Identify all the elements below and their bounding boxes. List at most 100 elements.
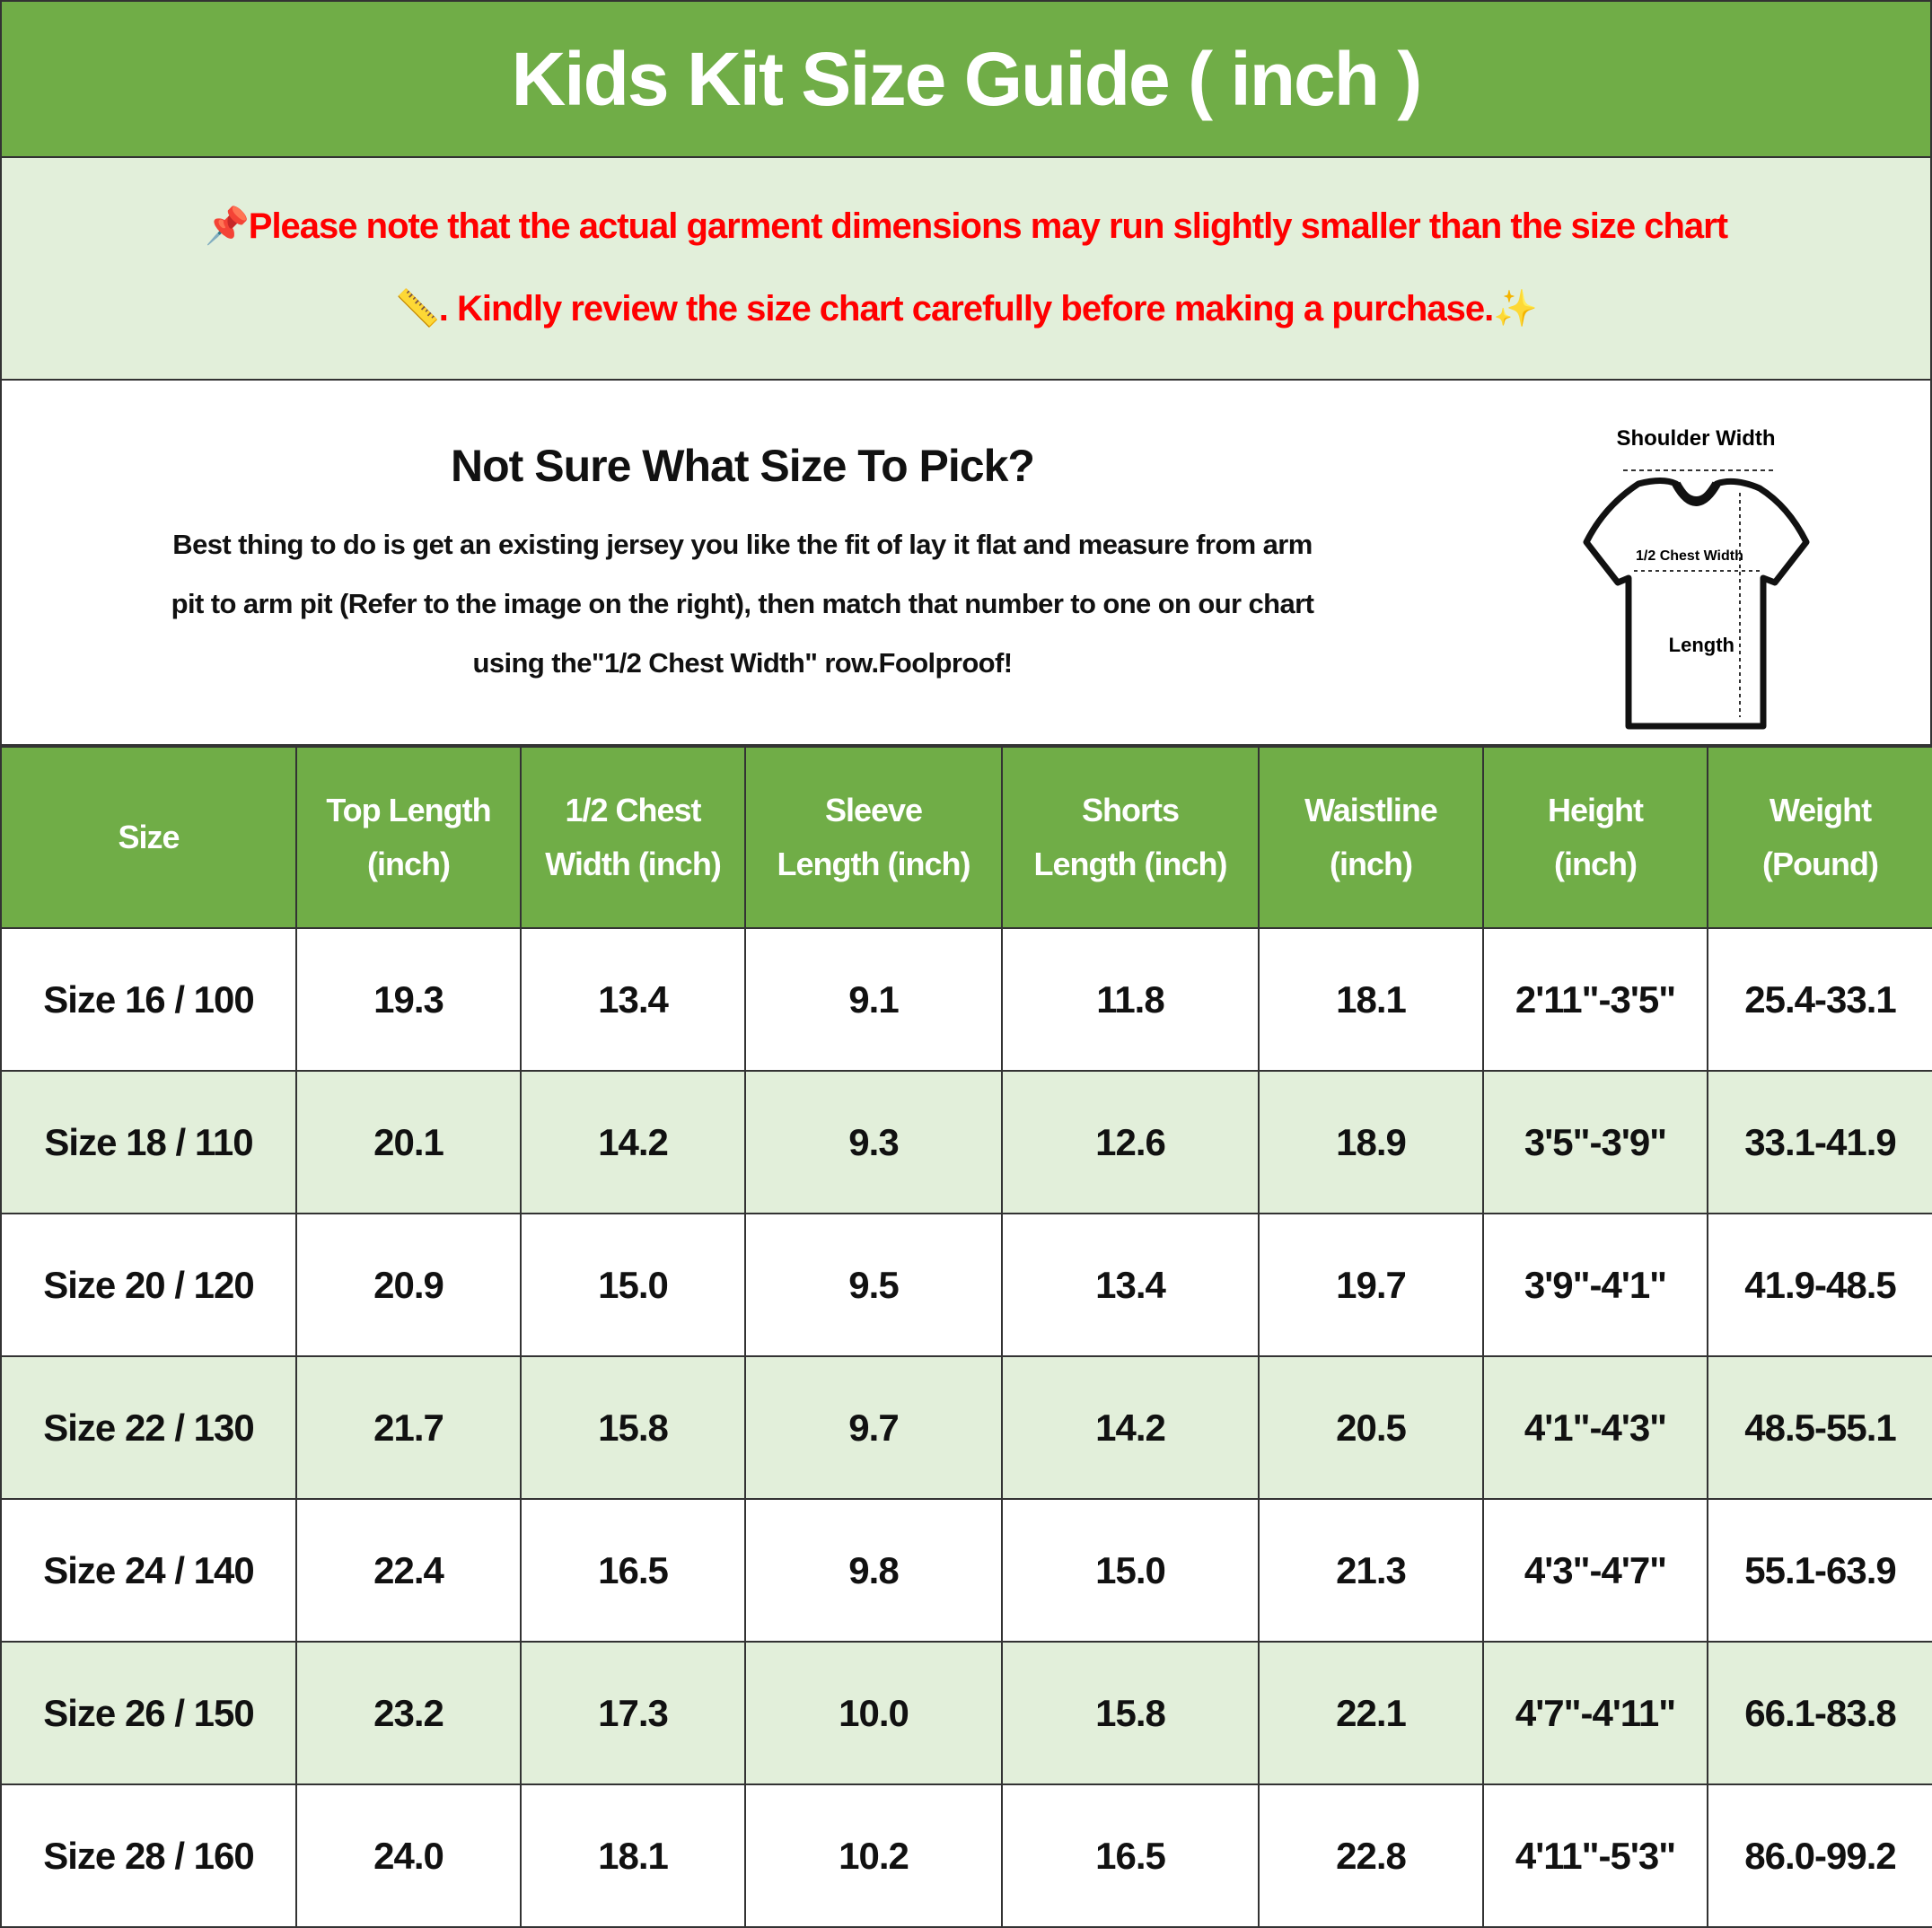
table-row: Size 20 / 120 20.9 15.0 9.5 13.4 19.7 3'9"-4'1… (0, 1213, 1932, 1357)
header-row: Size Top Length (inch) 1/2 Chest Width (inch… (0, 746, 1932, 929)
column-header: Sleeve Length (inch) (744, 746, 1003, 929)
table-cell: 21.3 (1258, 1498, 1484, 1643)
table-cell: Size 28 / 160 (0, 1783, 297, 1928)
table-row: Size 16 / 100 19.3 13.4 9.1 11.8 18.1 2'11"-3'… (0, 927, 1932, 1072)
column-header: 1/2 Chest Width (inch) (520, 746, 746, 929)
table-cell: 41.9-48.5 (1707, 1213, 1932, 1357)
tshirt-measurement-diagram: Shoulder Width 1/2 Chest Width Length (1583, 426, 1810, 730)
shoulder-width-label: Shoulder Width (1616, 426, 1775, 451)
table-row: Size 22 / 130 21.7 15.8 9.7 14.2 20.5 4'1"-4'3… (0, 1355, 1932, 1500)
table-cell: 20.9 (295, 1213, 522, 1357)
column-header-line: Shorts (1081, 792, 1180, 828)
table-cell: 23.2 (295, 1641, 522, 1785)
column-header: Top Length (inch) (295, 746, 522, 929)
table-row: Size 24 / 140 22.4 16.5 9.8 15.0 21.3 4'3"-4'7… (0, 1498, 1932, 1643)
table-cell: Size 26 / 150 (0, 1641, 297, 1785)
table-cell: 20.5 (1258, 1355, 1484, 1500)
table-cell: 24.0 (295, 1783, 522, 1928)
table-cell: 9.3 (744, 1070, 1003, 1214)
table-cell: Size 22 / 130 (0, 1355, 297, 1500)
table-cell: 20.1 (295, 1070, 522, 1214)
length-label: Length (1669, 634, 1734, 656)
column-header-line: (inch) (1554, 846, 1638, 882)
table-cell: 22.1 (1258, 1641, 1484, 1785)
size-note: 📌Please note that the actual garment dim… (0, 158, 1932, 381)
table-cell: 14.2 (520, 1070, 746, 1214)
chest-width-label: 1/2 Chest Width (1636, 548, 1743, 564)
table-cell: 22.8 (1258, 1783, 1484, 1928)
table-cell: 2'11"-3'5" (1482, 927, 1708, 1072)
table-cell: 9.8 (744, 1498, 1003, 1643)
table-cell: 13.4 (1001, 1213, 1260, 1357)
column-header-line: Length (inch) (1033, 846, 1228, 882)
table-row: Size 26 / 150 23.2 17.3 10.0 15.8 22.1 4'7"-4'… (0, 1641, 1932, 1785)
sparkles-icon: ✨ (1493, 289, 1538, 329)
table-cell: 21.7 (295, 1355, 522, 1500)
table-cell: 55.1-63.9 (1707, 1498, 1932, 1643)
column-header-line: Waistline (1304, 792, 1438, 828)
table-cell: 19.7 (1258, 1213, 1484, 1357)
size-table: Size Top Length (inch) 1/2 Chest Width (inch… (0, 746, 1932, 1928)
table-cell: 17.3 (520, 1641, 746, 1785)
column-header-line: (Pound) (1762, 846, 1879, 882)
column-header-line: (inch) (367, 846, 451, 882)
table-cell: 15.0 (520, 1213, 746, 1357)
column-header-line: Top Length (326, 792, 491, 828)
table-cell: 4'3"-4'7" (1482, 1498, 1708, 1643)
table-cell: 14.2 (1001, 1355, 1260, 1500)
table-cell: 4'7"-4'11" (1482, 1641, 1708, 1785)
page-title: Kids Kit Size Guide ( inch ) (0, 0, 1932, 158)
advice-heading: Not Sure What Size To Pick? (451, 441, 1035, 491)
column-header-line: Height (1548, 792, 1644, 828)
pushpin-icon: 📌 (204, 206, 250, 246)
table-cell: 16.5 (1001, 1783, 1260, 1928)
column-header-line: Size (118, 819, 180, 855)
table-cell: 25.4-33.1 (1707, 927, 1932, 1072)
table-cell: 3'9"-4'1" (1482, 1213, 1708, 1357)
column-header-line: Weight (1769, 792, 1872, 828)
table-cell: 66.1-83.8 (1707, 1641, 1932, 1785)
column-header-line: Width (inch) (545, 846, 722, 882)
column-header: Waistline (inch) (1258, 746, 1484, 929)
table-cell: 4'11"-5'3" (1482, 1783, 1708, 1928)
table-cell: 15.8 (520, 1355, 746, 1500)
column-header: Size (0, 746, 297, 929)
table-cell: Size 18 / 110 (0, 1070, 297, 1214)
column-header-line: 1/2 Chest (565, 792, 701, 828)
table-cell: 11.8 (1001, 927, 1260, 1072)
table-cell: Size 16 / 100 (0, 927, 297, 1072)
table-cell: 19.3 (295, 927, 522, 1072)
table-cell: 33.1-41.9 (1707, 1070, 1932, 1214)
table-cell: 22.4 (295, 1498, 522, 1643)
table-cell: 4'1"-4'3" (1482, 1355, 1708, 1500)
column-header: Weight (Pound) (1707, 746, 1932, 929)
table-cell: 48.5-55.1 (1707, 1355, 1932, 1500)
column-header: Shorts Length (inch) (1001, 746, 1260, 929)
column-header-line: Sleeve (824, 792, 923, 828)
column-header-line: (inch) (1330, 846, 1413, 882)
table-cell: 15.8 (1001, 1641, 1260, 1785)
table-cell: 9.5 (744, 1213, 1003, 1357)
table-row: Size 28 / 160 24.0 18.1 10.2 16.5 22.8 4'11"-5… (0, 1783, 1932, 1928)
table-cell: 18.1 (520, 1783, 746, 1928)
ruler-icon: 📏 (394, 289, 440, 329)
table-cell: 10.2 (744, 1783, 1003, 1928)
table-cell: 13.4 (520, 927, 746, 1072)
table-cell: 3'5"-3'9" (1482, 1070, 1708, 1214)
table-cell: 18.9 (1258, 1070, 1484, 1214)
table-cell: Size 20 / 120 (0, 1213, 297, 1357)
table-cell: 18.1 (1258, 927, 1484, 1072)
table-cell: 12.6 (1001, 1070, 1260, 1214)
column-header: Height (inch) (1482, 746, 1708, 929)
advice-body: Best thing to do is get an existing jers… (171, 529, 1314, 679)
table-cell: 15.0 (1001, 1498, 1260, 1643)
table-cell: 9.1 (744, 927, 1003, 1072)
table-cell: 9.7 (744, 1355, 1003, 1500)
table-cell: 10.0 (744, 1641, 1003, 1785)
column-header-line: Length (inch) (777, 846, 971, 882)
fit-advice: Not Sure What Size To Pick? Best thing t… (0, 381, 1932, 746)
table-cell: 16.5 (520, 1498, 746, 1643)
table-row: Size 18 / 110 20.1 14.2 9.3 12.6 18.9 3'5"-3'9… (0, 1070, 1932, 1214)
table-cell: 86.0-99.2 (1707, 1783, 1932, 1928)
table-cell: Size 24 / 140 (0, 1498, 297, 1643)
